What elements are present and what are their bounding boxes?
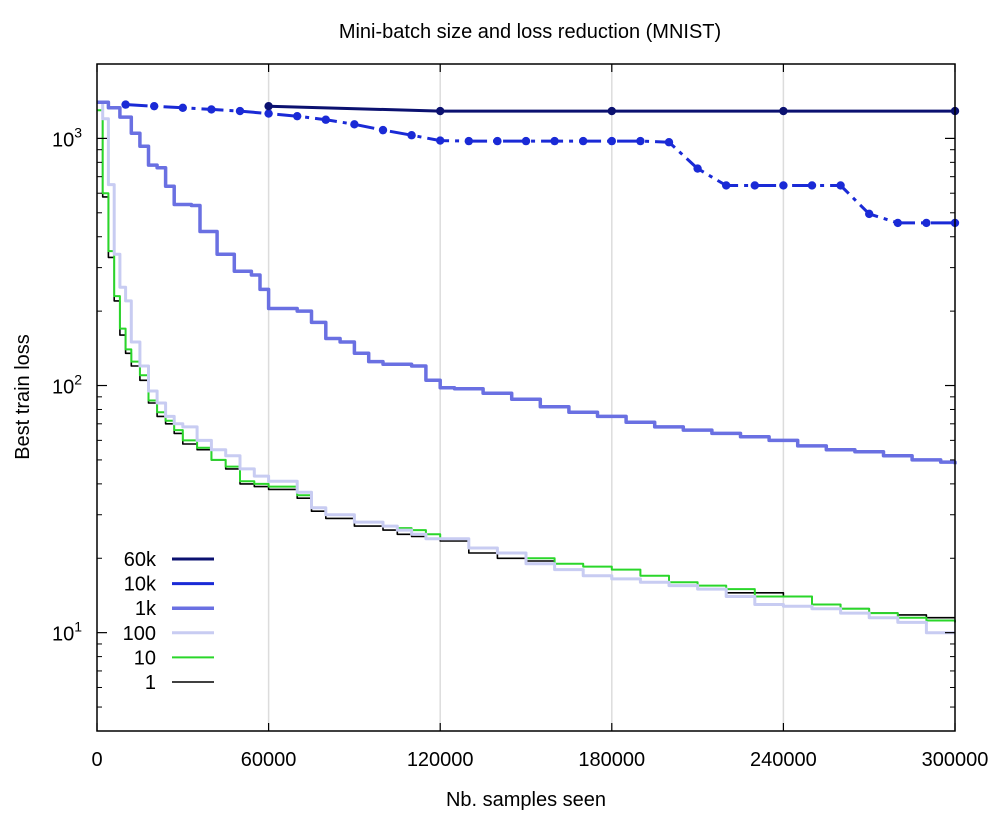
series-10 (97, 109, 956, 623)
data-point-10k (550, 136, 559, 146)
data-point-10k (350, 120, 359, 129)
series-line-10 (97, 109, 956, 623)
y-tick-exponent: 1 (74, 619, 82, 635)
data-point-60k (436, 106, 445, 116)
data-point-10k (321, 115, 330, 124)
legend-label: 60k (124, 549, 157, 571)
series-line-1 (97, 101, 955, 619)
data-point-60k (779, 106, 788, 116)
series-10k (121, 100, 960, 228)
data-point-10k (865, 209, 874, 219)
x-tick-label: 240000 (750, 749, 817, 771)
series-line-10k (125, 103, 955, 225)
data-point-10k (436, 136, 445, 145)
grid (267, 64, 785, 731)
data-point-10k (150, 101, 159, 111)
series-layer (97, 100, 960, 635)
y-tick-label: 101 (52, 619, 82, 646)
series-line-1k (97, 100, 957, 465)
y-tick-base: 10 (52, 377, 74, 399)
data-point-10k (407, 131, 416, 140)
data-point-10k (893, 218, 902, 228)
x-tick-label: 300000 (922, 749, 989, 771)
y-tick-exponent: 2 (74, 372, 82, 388)
data-point-10k (207, 105, 216, 114)
x-tick-label: 180000 (578, 749, 645, 771)
legend-label: 100 (123, 623, 156, 645)
legend-label: 10k (124, 574, 157, 596)
y-tick-base: 10 (52, 129, 74, 151)
series-1k (97, 100, 957, 465)
series-line-100 (97, 100, 955, 635)
data-point-10k (378, 125, 388, 135)
legend-label: 10 (134, 647, 156, 669)
data-point-10k (636, 136, 645, 146)
data-point-10k (235, 106, 245, 116)
data-point-10k (779, 181, 788, 190)
data-point-10k (807, 181, 817, 190)
data-point-10k (293, 111, 302, 121)
y-axis-label: Best train loss (12, 334, 34, 460)
data-point-10k (607, 136, 616, 146)
data-point-10k (178, 103, 187, 112)
chart-title: Mini-batch size and loss reduction (MNIS… (339, 21, 721, 43)
x-tick-label: 120000 (407, 749, 474, 771)
data-point-10k (493, 136, 502, 146)
data-point-10k (693, 164, 702, 173)
series-1 (97, 101, 955, 619)
y-tick-base: 10 (52, 624, 74, 646)
y-tick-label: 102 (52, 372, 82, 399)
data-point-10k (664, 138, 674, 147)
y-tick-exponent: 3 (74, 124, 82, 140)
y-tick-label: 103 (52, 124, 82, 151)
plot-frame (96, 63, 956, 732)
x-axis-label: Nb. samples seen (446, 789, 606, 811)
legend-label: 1 (145, 672, 156, 694)
x-tick-label: 0 (91, 749, 102, 771)
data-point-60k (264, 101, 273, 111)
data-point-10k (922, 218, 931, 228)
data-point-10k (464, 136, 473, 146)
data-point-60k (607, 106, 616, 116)
data-point-10k (579, 136, 588, 146)
data-point-10k (264, 109, 273, 118)
x-tick-label: 60000 (241, 749, 297, 771)
data-point-10k (750, 181, 759, 190)
data-point-10k (722, 181, 731, 190)
series-100 (97, 100, 955, 635)
data-point-10k (836, 181, 845, 190)
legend-label: 1k (135, 598, 157, 620)
data-point-10k (121, 100, 130, 109)
data-point-10k (521, 136, 531, 146)
